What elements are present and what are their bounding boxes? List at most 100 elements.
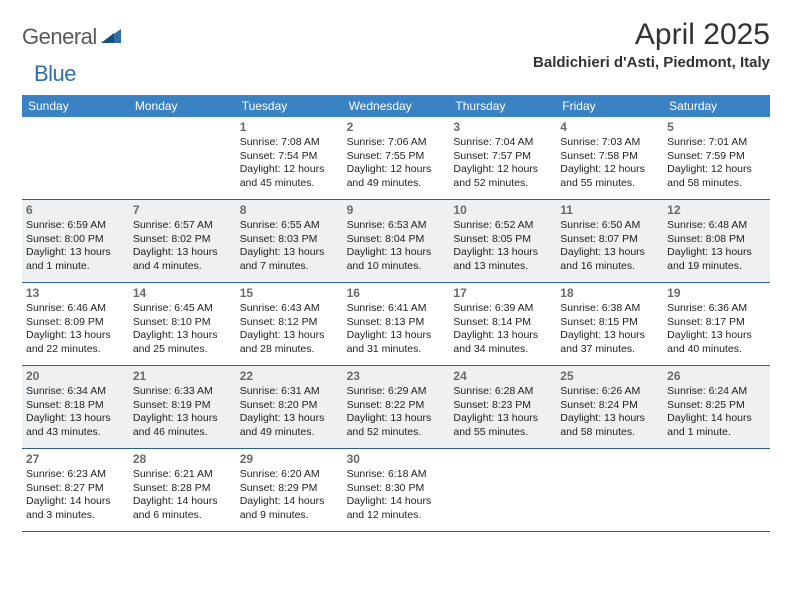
day-cell: [556, 449, 663, 531]
daylight-line-1: Daylight: 13 hours: [347, 412, 446, 426]
daylight-line-2: and 46 minutes.: [133, 426, 232, 440]
daylight-line-2: and 58 minutes.: [667, 177, 766, 191]
sunrise-line: Sunrise: 6:53 AM: [347, 219, 446, 233]
sunrise-line: Sunrise: 7:04 AM: [453, 136, 552, 150]
daylight-line-2: and 52 minutes.: [453, 177, 552, 191]
sunset-line: Sunset: 8:14 PM: [453, 316, 552, 330]
day-cell: 26Sunrise: 6:24 AMSunset: 8:25 PMDayligh…: [663, 366, 770, 448]
day-cell: 20Sunrise: 6:34 AMSunset: 8:18 PMDayligh…: [22, 366, 129, 448]
day-cell: 9Sunrise: 6:53 AMSunset: 8:04 PMDaylight…: [343, 200, 450, 282]
day-number: 22: [240, 369, 339, 383]
month-title: April 2025: [533, 18, 770, 52]
day-cell: 28Sunrise: 6:21 AMSunset: 8:28 PMDayligh…: [129, 449, 236, 531]
sunrise-line: Sunrise: 6:18 AM: [347, 468, 446, 482]
day-number: 21: [133, 369, 232, 383]
day-cell: [449, 449, 556, 531]
daylight-line-1: Daylight: 13 hours: [26, 329, 125, 343]
daylight-line-2: and 58 minutes.: [560, 426, 659, 440]
day-number: 7: [133, 203, 232, 217]
daylight-line-1: Daylight: 12 hours: [667, 163, 766, 177]
day-cell: 16Sunrise: 6:41 AMSunset: 8:13 PMDayligh…: [343, 283, 450, 365]
daylight-line-2: and 12 minutes.: [347, 509, 446, 523]
week-row: 6Sunrise: 6:59 AMSunset: 8:00 PMDaylight…: [22, 200, 770, 283]
sunrise-line: Sunrise: 6:20 AM: [240, 468, 339, 482]
sunrise-line: Sunrise: 6:52 AM: [453, 219, 552, 233]
day-number: 4: [560, 120, 659, 134]
day-number: 24: [453, 369, 552, 383]
sunrise-line: Sunrise: 6:38 AM: [560, 302, 659, 316]
daylight-line-2: and 55 minutes.: [560, 177, 659, 191]
day-number: 14: [133, 286, 232, 300]
daylight-line-1: Daylight: 13 hours: [560, 246, 659, 260]
dow-tuesday: Tuesday: [236, 95, 343, 117]
day-cell: [22, 117, 129, 199]
day-number: 12: [667, 203, 766, 217]
sunset-line: Sunset: 8:17 PM: [667, 316, 766, 330]
daylight-line-1: Daylight: 13 hours: [240, 246, 339, 260]
dow-wednesday: Wednesday: [343, 95, 450, 117]
sunrise-line: Sunrise: 7:08 AM: [240, 136, 339, 150]
sunrise-line: Sunrise: 6:36 AM: [667, 302, 766, 316]
daylight-line-2: and 52 minutes.: [347, 426, 446, 440]
day-cell: 1Sunrise: 7:08 AMSunset: 7:54 PMDaylight…: [236, 117, 343, 199]
sunrise-line: Sunrise: 6:24 AM: [667, 385, 766, 399]
daylight-line-1: Daylight: 13 hours: [453, 246, 552, 260]
sunset-line: Sunset: 7:58 PM: [560, 150, 659, 164]
sunrise-line: Sunrise: 6:46 AM: [26, 302, 125, 316]
sunset-line: Sunset: 7:59 PM: [667, 150, 766, 164]
daylight-line-1: Daylight: 14 hours: [347, 495, 446, 509]
sunset-line: Sunset: 8:07 PM: [560, 233, 659, 247]
day-number: 11: [560, 203, 659, 217]
day-cell: 17Sunrise: 6:39 AMSunset: 8:14 PMDayligh…: [449, 283, 556, 365]
sunset-line: Sunset: 8:10 PM: [133, 316, 232, 330]
daylight-line-2: and 6 minutes.: [133, 509, 232, 523]
day-cell: [129, 117, 236, 199]
week-row: 1Sunrise: 7:08 AMSunset: 7:54 PMDaylight…: [22, 117, 770, 200]
logo-triangle-icon: [101, 27, 121, 48]
day-cell: 21Sunrise: 6:33 AMSunset: 8:19 PMDayligh…: [129, 366, 236, 448]
sunset-line: Sunset: 8:23 PM: [453, 399, 552, 413]
daylight-line-1: Daylight: 13 hours: [667, 329, 766, 343]
daylight-line-2: and 34 minutes.: [453, 343, 552, 357]
daylight-line-1: Daylight: 13 hours: [133, 246, 232, 260]
sunset-line: Sunset: 8:02 PM: [133, 233, 232, 247]
day-number: 18: [560, 286, 659, 300]
daylight-line-2: and 43 minutes.: [26, 426, 125, 440]
daylight-line-2: and 28 minutes.: [240, 343, 339, 357]
day-number: 25: [560, 369, 659, 383]
calendar-page: General April 2025 Baldichieri d'Asti, P…: [0, 0, 792, 532]
daylight-line-1: Daylight: 13 hours: [453, 329, 552, 343]
daylight-line-2: and 45 minutes.: [240, 177, 339, 191]
sunset-line: Sunset: 8:24 PM: [560, 399, 659, 413]
sunset-line: Sunset: 8:08 PM: [667, 233, 766, 247]
sunset-line: Sunset: 8:18 PM: [26, 399, 125, 413]
day-cell: 22Sunrise: 6:31 AMSunset: 8:20 PMDayligh…: [236, 366, 343, 448]
logo-text-blue: Blue: [34, 61, 76, 87]
sunrise-line: Sunrise: 7:03 AM: [560, 136, 659, 150]
sunset-line: Sunset: 8:29 PM: [240, 482, 339, 496]
day-number: 30: [347, 452, 446, 466]
day-cell: [663, 449, 770, 531]
sunset-line: Sunset: 8:15 PM: [560, 316, 659, 330]
day-cell: 30Sunrise: 6:18 AMSunset: 8:30 PMDayligh…: [343, 449, 450, 531]
day-cell: 23Sunrise: 6:29 AMSunset: 8:22 PMDayligh…: [343, 366, 450, 448]
sunrise-line: Sunrise: 6:33 AM: [133, 385, 232, 399]
dow-sunday: Sunday: [22, 95, 129, 117]
daylight-line-1: Daylight: 14 hours: [26, 495, 125, 509]
sunset-line: Sunset: 8:00 PM: [26, 233, 125, 247]
day-cell: 7Sunrise: 6:57 AMSunset: 8:02 PMDaylight…: [129, 200, 236, 282]
daylight-line-2: and 40 minutes.: [667, 343, 766, 357]
sunset-line: Sunset: 7:57 PM: [453, 150, 552, 164]
day-cell: 27Sunrise: 6:23 AMSunset: 8:27 PMDayligh…: [22, 449, 129, 531]
daylight-line-2: and 37 minutes.: [560, 343, 659, 357]
sunset-line: Sunset: 8:27 PM: [26, 482, 125, 496]
daylight-line-2: and 9 minutes.: [240, 509, 339, 523]
sunset-line: Sunset: 8:03 PM: [240, 233, 339, 247]
sunrise-line: Sunrise: 6:50 AM: [560, 219, 659, 233]
day-number: 27: [26, 452, 125, 466]
day-number: 13: [26, 286, 125, 300]
daylight-line-2: and 1 minute.: [667, 426, 766, 440]
daylight-line-2: and 19 minutes.: [667, 260, 766, 274]
day-number: 15: [240, 286, 339, 300]
sunrise-line: Sunrise: 6:43 AM: [240, 302, 339, 316]
